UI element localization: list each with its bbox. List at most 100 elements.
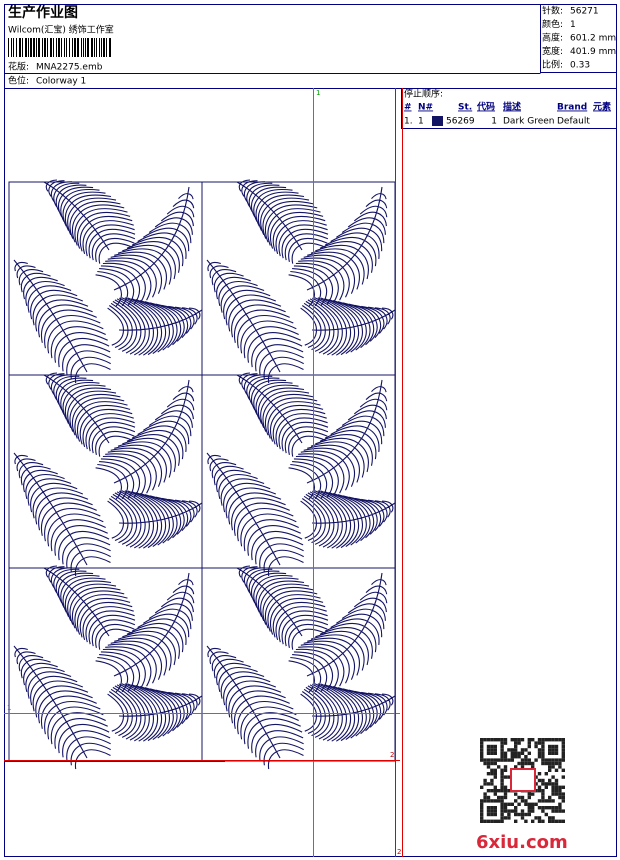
qr-cell xyxy=(514,765,518,769)
info-value: 601.2 mm xyxy=(570,34,616,44)
qr-cell xyxy=(497,738,501,742)
qr-cell xyxy=(537,789,542,793)
qr-cell xyxy=(520,812,525,817)
qr-cell xyxy=(558,792,562,796)
qr-cell xyxy=(500,738,504,742)
qr-cell xyxy=(503,758,508,762)
qr-cell xyxy=(537,799,542,803)
qr-cell xyxy=(554,792,559,796)
qr-cell xyxy=(554,748,559,752)
qr-cell xyxy=(548,751,552,755)
tile xyxy=(8,372,203,577)
qr-cell xyxy=(493,758,497,762)
qr-cell xyxy=(558,761,562,766)
bar xyxy=(22,38,23,57)
column-header: 描述 xyxy=(503,101,521,113)
qr-cell xyxy=(503,755,508,759)
qr-cell xyxy=(510,755,514,759)
qr-cell xyxy=(541,806,545,810)
qr-cell xyxy=(527,795,531,800)
qr-cell xyxy=(483,778,487,783)
qr-cell xyxy=(490,809,494,813)
qr-cell xyxy=(561,809,565,813)
stop-table: # N# St. 代码 描述 Brand 元素 1. 1 56269 1 Dark Green Defa… xyxy=(404,101,611,127)
qr-cell xyxy=(531,806,535,810)
qr-cell xyxy=(531,792,535,796)
qr-cell xyxy=(548,816,552,820)
qr-cell xyxy=(507,809,511,813)
qr-cell xyxy=(486,765,491,769)
bar xyxy=(33,38,35,57)
title: 生产作业图 xyxy=(8,4,78,21)
qr-cell xyxy=(561,758,565,762)
qr-cell xyxy=(514,799,518,803)
qr-cell xyxy=(486,761,491,766)
bar xyxy=(61,38,62,57)
qr-cell xyxy=(493,751,497,755)
qr-cell xyxy=(541,751,545,755)
qr-cell xyxy=(541,758,545,762)
qr-cell xyxy=(548,768,552,772)
qr-cell xyxy=(480,816,484,820)
qr-cell xyxy=(527,751,531,755)
qr-cell xyxy=(507,758,511,762)
qr-cell xyxy=(500,789,504,793)
qr-cell xyxy=(490,778,494,783)
qr-cell xyxy=(493,792,497,796)
cell: Default xyxy=(557,117,590,127)
qr-cell xyxy=(554,744,559,749)
qr-cell xyxy=(493,775,497,779)
qr-cell xyxy=(520,799,525,803)
bar xyxy=(69,38,70,57)
qr-cell xyxy=(514,744,518,749)
qr-cell xyxy=(541,744,545,749)
qr-cell xyxy=(500,768,504,772)
info-label: 高度: xyxy=(542,32,563,44)
qr-cell xyxy=(551,748,555,752)
qr-cell xyxy=(520,816,525,820)
qr-cell xyxy=(480,744,484,749)
qr-cell xyxy=(544,812,548,817)
qr-cell xyxy=(524,748,528,752)
qr-cell xyxy=(558,795,562,800)
qr-cell xyxy=(548,744,552,749)
qr-cell xyxy=(524,758,528,762)
qr-cell xyxy=(554,789,559,793)
qr-cell xyxy=(500,795,504,800)
qr-cell xyxy=(507,789,511,793)
bar xyxy=(47,38,48,57)
qr-cell xyxy=(531,761,535,766)
qr-cell xyxy=(544,799,548,803)
qr-cell xyxy=(503,802,508,806)
qr-cell xyxy=(493,789,497,793)
qr-cell xyxy=(561,748,565,752)
qr-cell xyxy=(490,738,494,742)
stop-box xyxy=(401,88,617,129)
qr-cell xyxy=(527,812,531,817)
qr-cell xyxy=(561,785,565,789)
qr-cell xyxy=(497,799,501,803)
qr-cell xyxy=(561,775,565,779)
qr-cell xyxy=(517,755,521,759)
qr-cell xyxy=(493,768,497,772)
qr-cell xyxy=(554,761,559,766)
qr-cell xyxy=(548,799,552,803)
bar xyxy=(87,38,89,57)
qr-cell xyxy=(486,819,491,823)
qr-cell xyxy=(544,761,548,766)
bar xyxy=(91,38,93,57)
qr-cell xyxy=(527,741,531,745)
qr-cell xyxy=(497,758,501,762)
qr-cell xyxy=(500,812,504,817)
bar xyxy=(58,38,60,57)
qr-cell xyxy=(480,812,484,817)
column-header: N# xyxy=(418,103,433,113)
bar xyxy=(66,38,67,57)
bar xyxy=(38,38,40,57)
qr-cell xyxy=(551,819,555,823)
qr-logo xyxy=(510,768,536,792)
qr-cell xyxy=(514,792,518,796)
qr-cell xyxy=(503,751,508,755)
guide-label: 1 xyxy=(7,704,11,712)
